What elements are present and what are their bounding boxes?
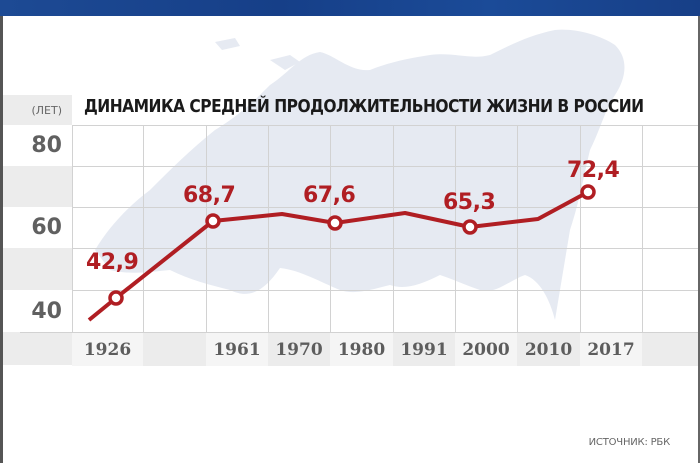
chart-title: ДИНАМИКА СРЕДНЕЙ ПРОДОЛЖИТЕЛЬНОСТИ ЖИЗНИ… bbox=[84, 96, 644, 117]
frame-left-border bbox=[0, 16, 3, 463]
grid-line-h bbox=[72, 248, 698, 249]
x-tick-2000: 2000 bbox=[455, 333, 517, 366]
grid-line-v bbox=[580, 125, 581, 366]
y-tick-60: 60 bbox=[31, 215, 62, 240]
grid-line-v bbox=[517, 125, 518, 366]
grid-line-v bbox=[642, 125, 643, 366]
y-tick-60-cell: 60 bbox=[3, 207, 72, 248]
x-band-empty bbox=[642, 333, 698, 366]
grid-line-v bbox=[268, 125, 269, 366]
unit-label: (ЛЕТ) bbox=[31, 103, 62, 117]
x-tick-1926: 1926 bbox=[72, 333, 143, 366]
y-tick-80-cell: 80 bbox=[3, 125, 72, 166]
data-point-markers bbox=[108, 184, 596, 306]
value-label-1926: 42,9 bbox=[86, 250, 139, 275]
y-band-70 bbox=[3, 166, 72, 207]
y-tick-40: 40 bbox=[31, 298, 62, 324]
marker-1926 bbox=[108, 290, 124, 306]
value-label-1961: 68,7 bbox=[183, 183, 236, 208]
unit-label-cell: (ЛЕТ) bbox=[3, 95, 72, 125]
marker-2017 bbox=[580, 184, 596, 200]
x-tick-1961: 1961 bbox=[206, 333, 268, 366]
value-label-2017: 72,4 bbox=[567, 158, 620, 183]
grid-line-v bbox=[455, 125, 456, 366]
grid-line-h bbox=[20, 332, 698, 333]
x-tick-2010: 2010 bbox=[517, 333, 580, 366]
marker-1980 bbox=[327, 215, 343, 231]
grid-line-h bbox=[72, 166, 698, 167]
y-tick-40-cell: 40 bbox=[3, 290, 72, 332]
x-tick-1970: 1970 bbox=[268, 333, 330, 366]
grid-line-v bbox=[393, 125, 394, 366]
grid-line-v bbox=[206, 125, 207, 366]
x-tick-1991: 1991 bbox=[393, 333, 455, 366]
x-axis: 1926 1961 1970 1980 1991 2000 2010 2017 bbox=[72, 333, 698, 366]
x-tick-2017: 2017 bbox=[580, 333, 642, 366]
grid-line-h bbox=[72, 125, 698, 126]
x-band-empty bbox=[143, 333, 206, 366]
grid-line-v bbox=[72, 125, 73, 366]
y-band-50 bbox=[3, 248, 72, 290]
x-axis-corner bbox=[3, 332, 72, 365]
marker-2000 bbox=[462, 219, 478, 235]
y-tick-80: 80 bbox=[31, 133, 62, 158]
value-label-1980: 67,6 bbox=[303, 183, 356, 208]
grid-line-h bbox=[72, 290, 698, 291]
x-tick-1980: 1980 bbox=[330, 333, 393, 366]
value-label-2000: 65,3 bbox=[443, 190, 496, 215]
marker-1961 bbox=[205, 213, 221, 229]
grid-line-v bbox=[330, 125, 331, 366]
grid-line-v bbox=[143, 125, 144, 366]
grid-line-h bbox=[72, 207, 698, 208]
source-note: ИСТОЧНИК: РБК bbox=[588, 437, 671, 448]
frame-right-border bbox=[698, 16, 700, 463]
top-banner bbox=[0, 0, 700, 16]
